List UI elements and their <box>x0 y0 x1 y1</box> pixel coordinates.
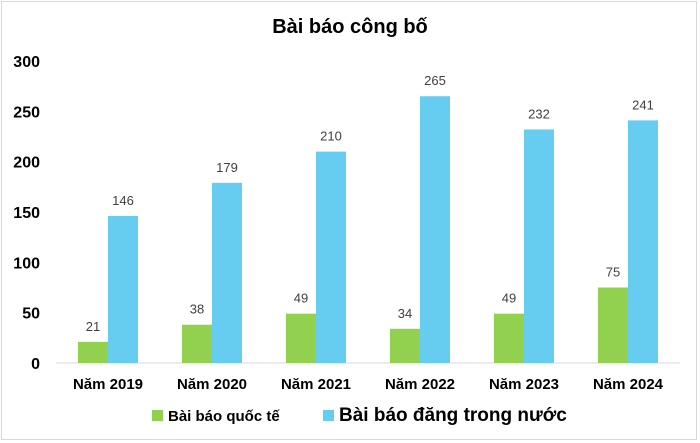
y-tick-label: 300 <box>13 54 40 71</box>
bar-domestic <box>420 96 450 363</box>
data-label: 49 <box>502 291 516 306</box>
chart-title: Bài báo công bố <box>272 16 428 38</box>
y-tick-label: 250 <box>13 104 40 121</box>
bar-domestic <box>212 182 242 363</box>
x-tick-label: Năm 2024 <box>593 376 664 393</box>
x-tick-label: Năm 2023 <box>489 376 559 393</box>
data-label: 21 <box>86 319 100 334</box>
data-label: 75 <box>606 265 620 280</box>
bar-international <box>494 313 524 363</box>
bar-international <box>390 328 420 363</box>
y-axis: 0 50 100 150 200 250 300 <box>13 54 40 373</box>
bar-domestic <box>108 216 138 363</box>
bars <box>78 96 658 363</box>
bar-international <box>182 324 212 363</box>
x-tick-label: Năm 2022 <box>385 376 455 393</box>
x-tick-label: Năm 2019 <box>73 376 143 393</box>
data-label: 179 <box>216 160 238 175</box>
x-axis: Năm 2019 Năm 2020 Năm 2021 Năm 2022 Năm 2023… <box>73 376 664 393</box>
legend-label: Bài báo đăng trong nước <box>339 405 567 426</box>
bar-international <box>78 341 108 363</box>
y-tick-label: 50 <box>22 306 40 323</box>
y-tick-label: 100 <box>13 255 40 272</box>
legend-swatch <box>152 410 163 421</box>
legend-label: Bài báo quốc tế <box>168 408 280 425</box>
y-tick-label: 200 <box>13 155 40 172</box>
bar-domestic <box>524 129 554 363</box>
data-label: 38 <box>190 302 204 317</box>
y-tick-label: 0 <box>31 356 40 373</box>
legend: Bài báo quốc tế Bài báo đăng trong nước <box>152 405 567 426</box>
bar-domestic <box>628 120 658 363</box>
x-tick-label: Năm 2021 <box>281 376 351 393</box>
x-tick-label: Năm 2020 <box>177 376 247 393</box>
bar-domestic <box>316 151 346 363</box>
data-label: 146 <box>112 193 134 208</box>
legend-swatch <box>323 410 334 421</box>
y-tick-label: 150 <box>13 205 40 222</box>
data-label: 49 <box>294 291 308 306</box>
data-label: 232 <box>528 106 550 121</box>
data-label: 265 <box>424 73 446 88</box>
data-label: 34 <box>398 306 412 321</box>
data-label: 241 <box>632 97 654 112</box>
data-labels: 21 38 49 34 49 75 146 179 210 265 232 241 <box>86 73 654 334</box>
data-label: 210 <box>320 129 342 144</box>
bar-international <box>598 287 628 363</box>
bar-international <box>286 313 316 363</box>
